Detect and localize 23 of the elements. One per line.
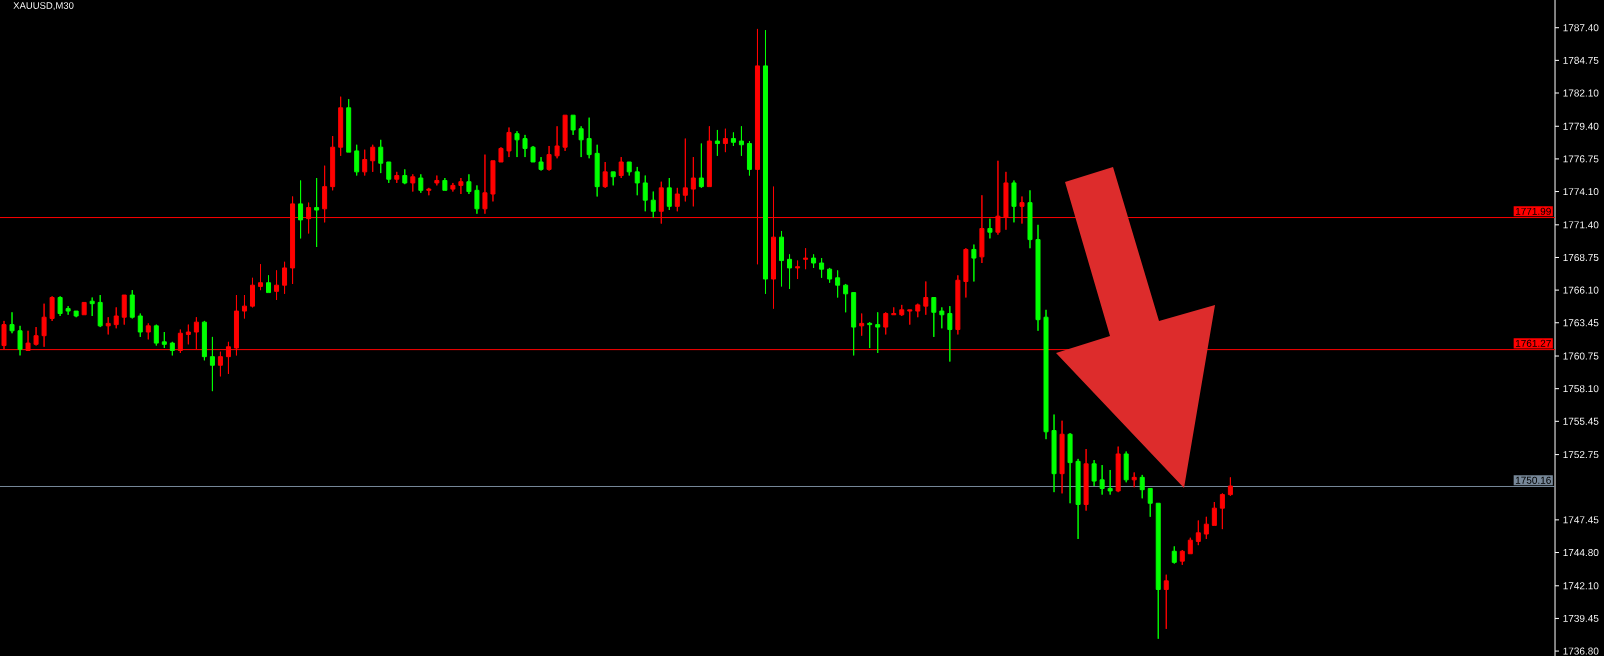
y-tick-label: 1739.45 [1563,614,1599,622]
y-tick-label: 1768.75 [1563,253,1599,261]
y-tick-label: 1760.75 [1563,352,1599,360]
y-tick-label: 1747.45 [1563,516,1599,524]
ref-line-label: 1771.99 [1515,207,1551,215]
y-tick-label: 1766.10 [1563,286,1599,294]
y-tick-label: 1755.45 [1563,417,1599,425]
y-tick-label: 1787.40 [1563,24,1599,32]
y-tick-label: 1776.75 [1563,155,1599,163]
y-tick-label: 1736.80 [1563,647,1599,655]
y-tick-label: 1779.40 [1563,122,1599,130]
y-tick-label: 1752.75 [1563,451,1599,459]
y-tick-label: 1742.10 [1563,582,1599,590]
ref-line-label: 1761.27 [1515,339,1551,347]
y-tick-label: 1758.10 [1563,385,1599,393]
ref-line-label: 1750.16 [1515,476,1551,484]
y-tick-label: 1774.10 [1563,188,1599,196]
y-tick-label: 1771.40 [1563,221,1599,229]
y-tick-label: 1744.80 [1563,548,1599,557]
y-tick-label: 1782.10 [1563,89,1599,97]
chart-title: XAUUSD,M30 [13,2,74,11]
y-tick-label: 1763.45 [1563,319,1599,327]
y-tick-label: 1784.75 [1563,56,1599,64]
